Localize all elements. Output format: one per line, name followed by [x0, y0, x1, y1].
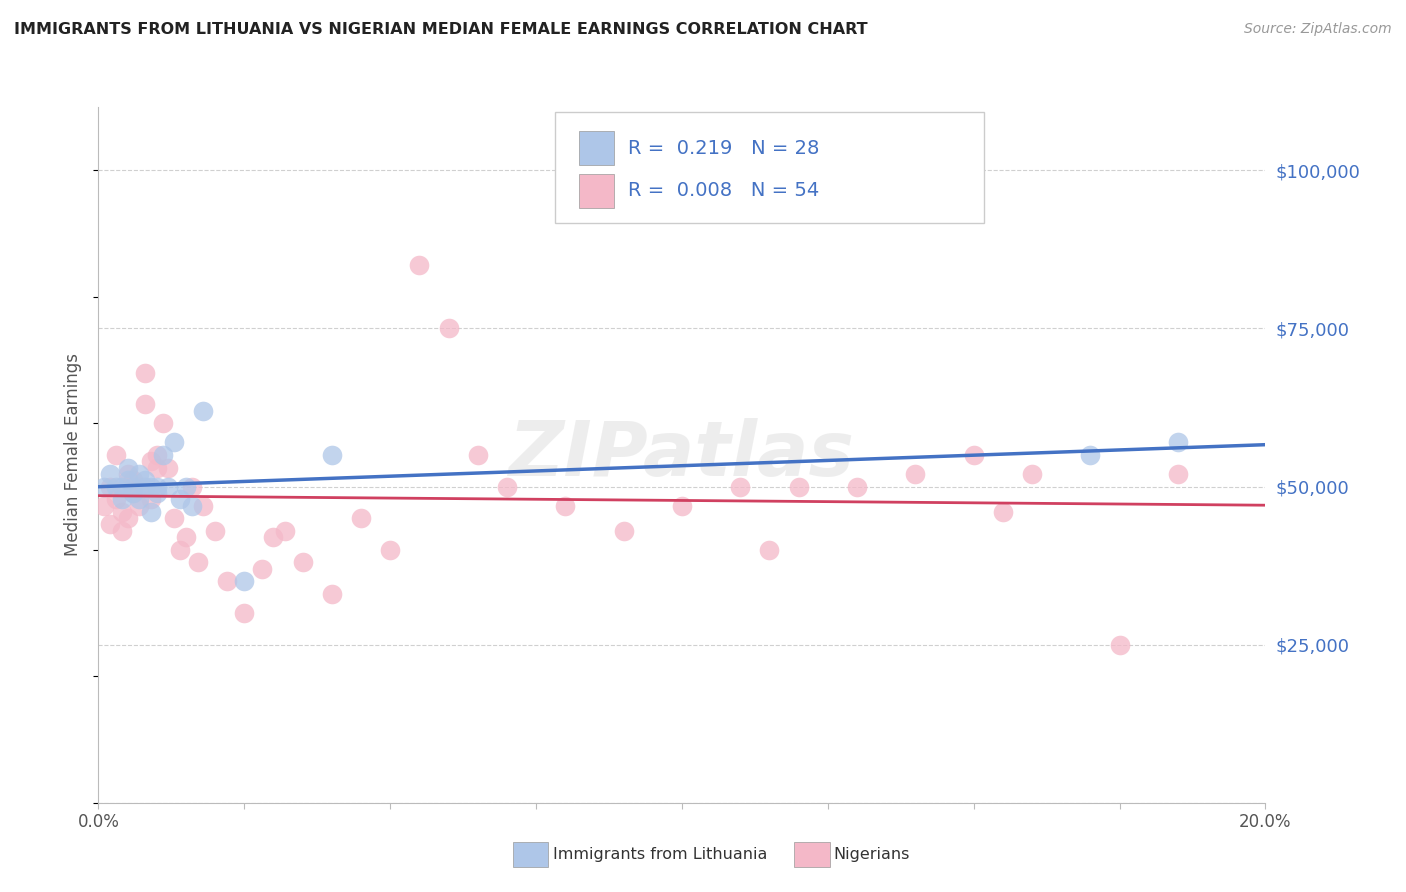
Point — [169, 542, 191, 557]
Text: R =  0.219   N = 28: R = 0.219 N = 28 — [628, 138, 820, 158]
Point — [98, 517, 121, 532]
Point — [104, 479, 127, 493]
Point — [152, 448, 174, 462]
Point — [111, 505, 134, 519]
Point — [117, 467, 139, 481]
Point — [122, 479, 145, 493]
Y-axis label: Median Female Earnings: Median Female Earnings — [65, 353, 83, 557]
Point — [157, 460, 180, 475]
Point — [554, 499, 576, 513]
Point — [104, 448, 127, 462]
Point — [134, 397, 156, 411]
Point — [111, 479, 134, 493]
Point — [350, 511, 373, 525]
Point — [134, 366, 156, 380]
Point — [845, 479, 868, 493]
Point — [187, 556, 209, 570]
Point — [233, 574, 256, 589]
Point — [122, 486, 145, 500]
Point — [117, 460, 139, 475]
Point — [321, 448, 343, 462]
Point — [122, 486, 145, 500]
Point — [180, 499, 202, 513]
Point — [93, 479, 115, 493]
Point — [467, 448, 489, 462]
Point — [111, 524, 134, 538]
Point — [728, 479, 751, 493]
Point — [262, 530, 284, 544]
Point — [215, 574, 238, 589]
Point — [962, 448, 984, 462]
Point — [612, 524, 634, 538]
Point — [163, 435, 186, 450]
Point — [98, 467, 121, 481]
Point — [274, 524, 297, 538]
Point — [128, 479, 150, 493]
Point — [1080, 448, 1102, 462]
Point — [169, 492, 191, 507]
Point — [157, 479, 180, 493]
Point — [408, 258, 430, 272]
Text: IMMIGRANTS FROM LITHUANIA VS NIGERIAN MEDIAN FEMALE EARNINGS CORRELATION CHART: IMMIGRANTS FROM LITHUANIA VS NIGERIAN ME… — [14, 22, 868, 37]
Text: Immigrants from Lithuania: Immigrants from Lithuania — [553, 847, 766, 862]
Point — [128, 499, 150, 513]
Point — [180, 479, 202, 493]
Point — [174, 479, 197, 493]
Point — [1021, 467, 1043, 481]
Point — [139, 479, 162, 493]
Point — [111, 492, 134, 507]
Point — [321, 587, 343, 601]
Point — [134, 473, 156, 487]
Point — [233, 606, 256, 620]
Point — [904, 467, 927, 481]
Text: Nigerians: Nigerians — [834, 847, 910, 862]
Point — [128, 467, 150, 481]
Point — [193, 403, 215, 417]
Point — [117, 511, 139, 525]
Point — [146, 460, 169, 475]
Text: Source: ZipAtlas.com: Source: ZipAtlas.com — [1244, 22, 1392, 37]
Point — [1108, 638, 1130, 652]
Text: R =  0.008   N = 54: R = 0.008 N = 54 — [628, 181, 820, 201]
Point — [378, 542, 402, 557]
Point — [758, 542, 780, 557]
Point — [93, 499, 115, 513]
Point — [1167, 435, 1189, 450]
Point — [291, 556, 314, 570]
Point — [250, 562, 273, 576]
Point — [134, 479, 156, 493]
Text: ZIPatlas: ZIPatlas — [509, 418, 855, 491]
Point — [146, 448, 169, 462]
Point — [163, 511, 186, 525]
Point — [146, 486, 169, 500]
Point — [437, 321, 460, 335]
Point — [174, 530, 197, 544]
Point — [152, 417, 174, 431]
Point — [146, 479, 169, 493]
Point — [787, 479, 810, 493]
Point — [1167, 467, 1189, 481]
Point — [139, 492, 162, 507]
Point — [204, 524, 226, 538]
Point — [671, 499, 693, 513]
Point — [139, 454, 162, 468]
Point — [117, 473, 139, 487]
Point — [122, 473, 145, 487]
Point — [193, 499, 215, 513]
Point — [495, 479, 517, 493]
Point — [128, 492, 150, 507]
Point — [98, 479, 121, 493]
Point — [139, 505, 162, 519]
Point — [104, 492, 127, 507]
Point — [991, 505, 1014, 519]
